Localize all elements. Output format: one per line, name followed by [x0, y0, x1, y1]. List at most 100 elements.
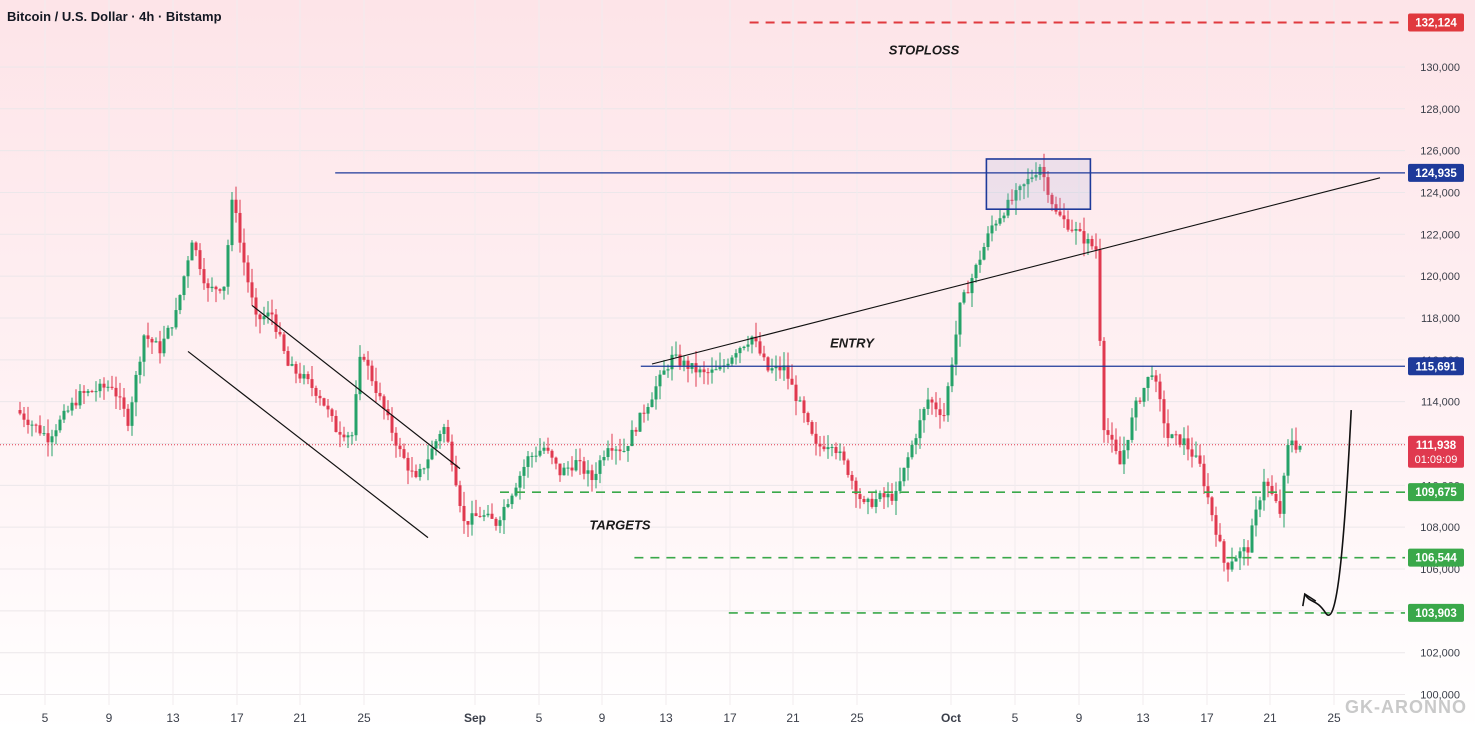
y-tick-label: 102,000	[1420, 648, 1460, 660]
candle-body	[754, 336, 758, 342]
candle-body	[1078, 229, 1082, 232]
candle-body	[1186, 438, 1190, 450]
candle-body	[838, 451, 842, 454]
candle-body	[106, 386, 110, 388]
candle-body	[998, 218, 1002, 224]
candle-body	[458, 485, 462, 506]
candle-body	[98, 383, 102, 392]
candle-body	[1234, 558, 1238, 562]
candle-body	[1058, 211, 1062, 216]
candle-body	[66, 410, 70, 412]
channel-upper-line	[251, 304, 461, 470]
candle-body	[850, 474, 854, 481]
candle-body	[638, 412, 642, 432]
candle-body	[806, 413, 810, 423]
candle-body	[262, 316, 266, 320]
candle-body	[414, 470, 418, 478]
candle-body	[74, 402, 78, 406]
candle-body	[1110, 434, 1114, 440]
candle-body	[294, 364, 298, 374]
candle-body	[606, 448, 610, 458]
candle-body	[42, 433, 46, 435]
candle-body	[1094, 246, 1098, 250]
annotation-stoploss: STOPLOSS	[889, 42, 960, 57]
candle-body	[610, 448, 614, 451]
candle-body	[542, 447, 546, 451]
candle-body	[798, 400, 802, 402]
candle-body	[698, 369, 702, 373]
candle-body	[1122, 450, 1126, 465]
candle-body	[298, 373, 302, 379]
candle-body	[1150, 375, 1154, 377]
candle-body	[974, 264, 978, 279]
candle-body	[62, 410, 66, 420]
candle-body	[1042, 166, 1046, 178]
candle-body	[602, 457, 606, 461]
candle-body	[506, 504, 510, 507]
candle-body	[1038, 166, 1042, 176]
candle-body	[642, 412, 646, 414]
y-tick-label: 128,000	[1420, 104, 1460, 116]
candle-body	[330, 409, 334, 416]
candle-body	[1106, 430, 1110, 435]
candle-body	[990, 225, 994, 234]
watermark: GK-ARONNO	[1345, 697, 1467, 717]
candle-body	[438, 434, 442, 442]
candle-body	[1086, 239, 1090, 244]
candle-body	[830, 447, 834, 449]
candle-body	[242, 242, 246, 263]
candle-body	[334, 415, 338, 432]
candle-body	[562, 467, 566, 476]
candle-body	[854, 480, 858, 495]
candle-body	[650, 399, 654, 408]
candle-body	[1034, 175, 1038, 178]
candle-body	[834, 447, 838, 454]
candle-body	[538, 450, 542, 456]
candle-body	[1170, 434, 1174, 439]
price-tag-target3	[1408, 603, 1464, 622]
candle-body	[190, 242, 194, 261]
candle-body	[50, 436, 54, 443]
candle-body	[22, 413, 26, 420]
candle-body	[134, 374, 138, 403]
candle-body	[454, 464, 458, 486]
candle-body	[866, 498, 870, 503]
candle-body	[206, 283, 210, 289]
candle-body	[490, 513, 494, 519]
candle-body	[210, 286, 214, 289]
candle-body	[626, 446, 630, 451]
candle-body	[326, 405, 330, 410]
x-tick-label: 5	[536, 711, 543, 725]
candle-body	[982, 246, 986, 260]
candle-body	[1134, 400, 1138, 418]
candle-body	[1102, 340, 1106, 431]
candle-body	[138, 361, 142, 375]
candle-body	[1018, 186, 1022, 191]
candle-body	[218, 289, 222, 291]
candle-body	[1198, 455, 1202, 464]
candle-body	[926, 399, 930, 409]
last-price-label: 111,938	[1416, 440, 1457, 452]
candle-body	[470, 513, 474, 525]
candle-body	[1290, 440, 1294, 446]
x-tick-label: 5	[1012, 711, 1019, 725]
candle-body	[822, 446, 826, 450]
candle-body	[82, 391, 86, 393]
candle-body	[1002, 215, 1006, 219]
price-tag-label-target1: 109,675	[1415, 487, 1457, 499]
annotation-targets: TARGETS	[589, 517, 650, 532]
price-tag-label-entry: 115,691	[1416, 361, 1458, 373]
candle-body	[582, 461, 586, 474]
candle-body	[1030, 177, 1034, 179]
arrow-head-icon	[1302, 592, 1317, 607]
candle-body	[762, 353, 766, 358]
candle-body	[146, 335, 150, 339]
candle-body	[614, 449, 618, 451]
candle-body	[906, 457, 910, 468]
candle-body	[486, 513, 490, 516]
candle-body	[522, 466, 526, 476]
candle-body	[286, 351, 290, 366]
candle-body	[882, 493, 886, 498]
candle-body	[1194, 455, 1198, 457]
